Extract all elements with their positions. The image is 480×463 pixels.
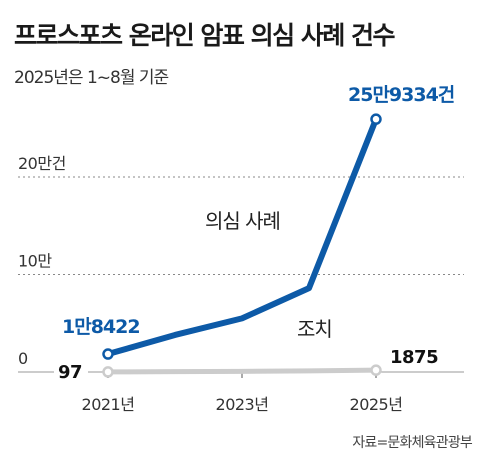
series-label-suspected: 의심 사례 <box>205 209 280 233</box>
actions-taken-endpoint <box>102 366 114 378</box>
source-note: 자료=문화체육관광부 <box>352 435 472 451</box>
suspected-cases-endpoint <box>102 348 114 360</box>
x-tick-label: 2021년 <box>82 395 135 414</box>
chart-subtitle: 2025년은 1~8월 기준 <box>14 68 169 88</box>
data-label-end-suspected: 25만9334건 <box>348 84 454 106</box>
suspected-cases-endpoint <box>370 113 382 125</box>
x-tick-label: 2025년 <box>350 395 403 414</box>
data-label-start-suspected: 1만8422 <box>62 316 140 338</box>
y-tick-label: 20만건 <box>18 154 66 173</box>
data-label-end-actions: 1875 <box>390 347 438 368</box>
data-label-start-actions: 97 <box>58 362 82 383</box>
actions-taken-endpoint <box>370 364 382 376</box>
x-tick-label: 2023년 <box>216 395 269 414</box>
suspected-cases-line <box>105 116 379 358</box>
y-tick-label: 0 <box>18 349 28 368</box>
chart-title: 프로스포츠 온라인 암표 의심 사례 건수 <box>14 21 396 50</box>
actions-taken-line <box>105 367 379 375</box>
label-background <box>54 360 88 382</box>
series-label-actions: 조치 <box>297 317 332 341</box>
y-tick-label: 10만 <box>18 252 52 271</box>
